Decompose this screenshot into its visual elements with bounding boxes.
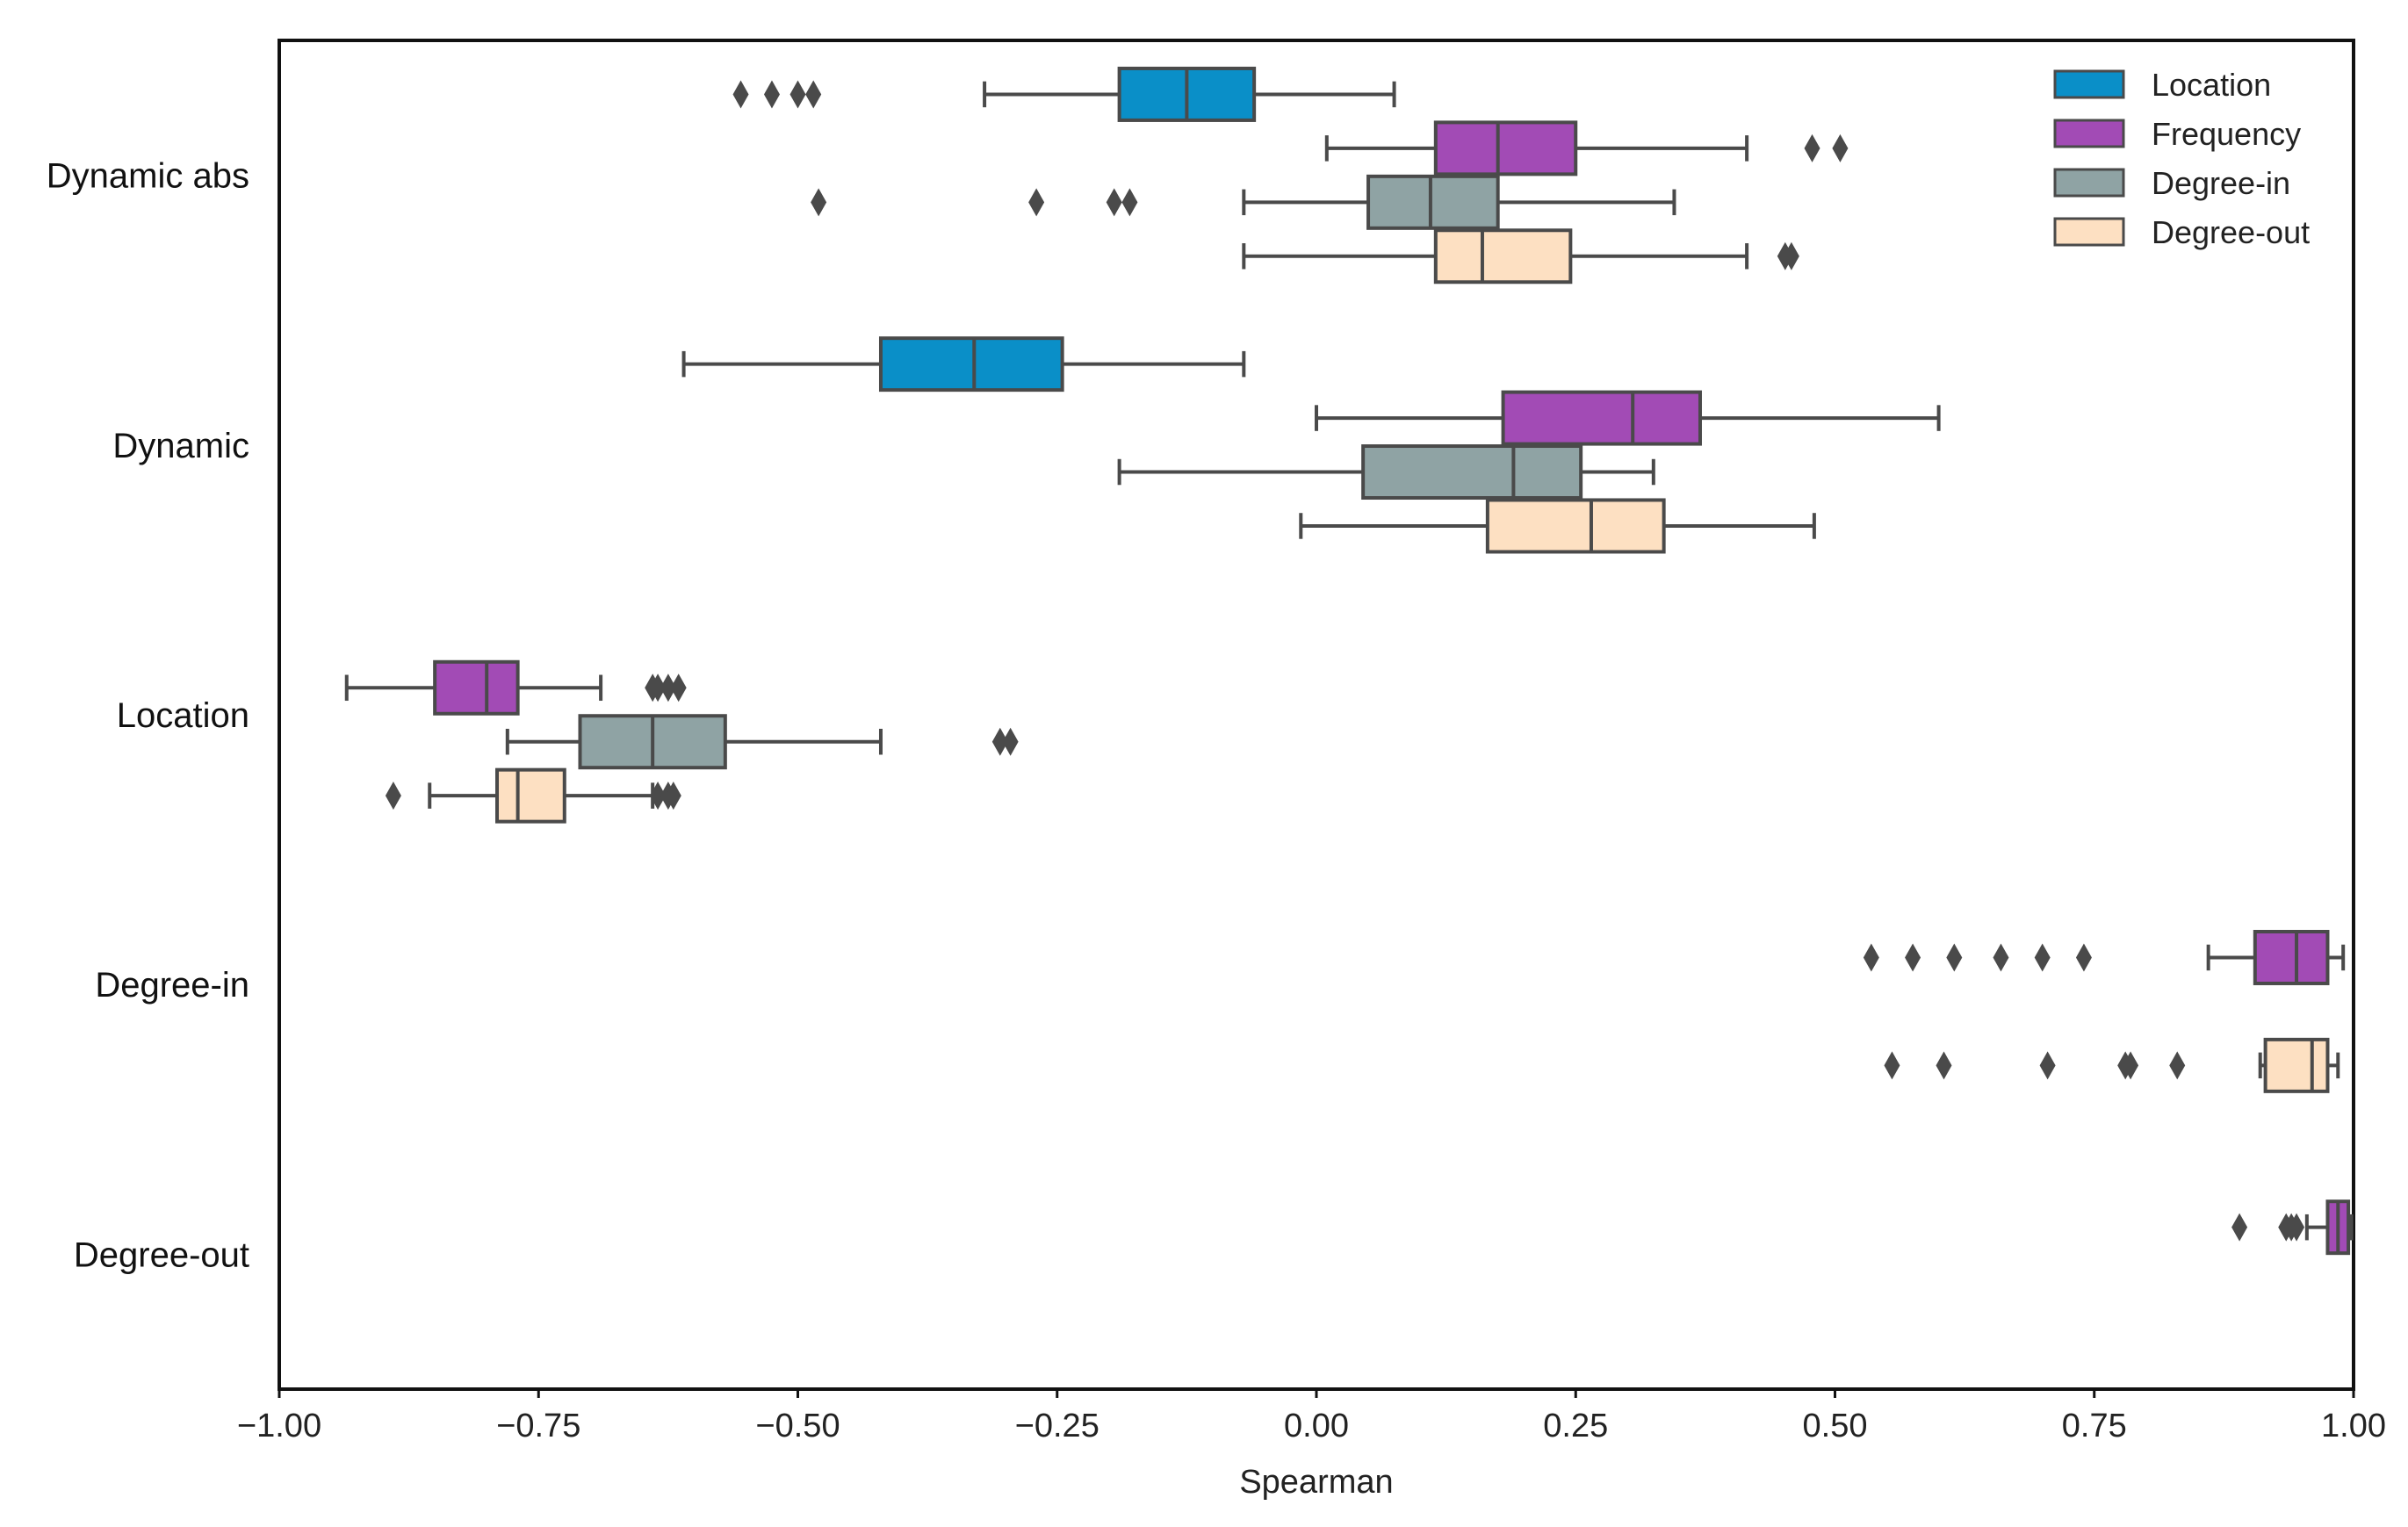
category-label: Location [117, 696, 249, 735]
outlier-point [732, 80, 749, 109]
x-tick-label: 1.00 [2321, 1408, 2386, 1444]
box-iqr [495, 767, 566, 824]
outlier-point [670, 673, 687, 702]
box-iqr [2263, 1037, 2330, 1093]
outlier-point [1804, 133, 1820, 162]
legend-swatch-location [2053, 69, 2125, 99]
legend-swatch-degree-out [2053, 217, 2125, 247]
box-iqr [2253, 929, 2330, 985]
x-axis-title: Spearman [1239, 1464, 1393, 1501]
x-tick-label: −1.00 [237, 1408, 321, 1444]
legend: Location Frequency Degree-in Degree-out [2036, 54, 2341, 265]
box-location-frequency [344, 659, 687, 716]
outlier-point [385, 782, 401, 810]
x-tick-label: 0.00 [1284, 1408, 1349, 1444]
outlier-point [1121, 188, 1138, 217]
outlier-point [763, 80, 780, 109]
y-axis-categories: Dynamic abs Dynamic Location Degree-in Degre… [47, 157, 249, 1275]
outlier-point [2169, 1051, 2186, 1080]
outlier-point [2289, 1213, 2305, 1242]
box-dynamic-location [681, 336, 1246, 393]
box-iqr [1433, 120, 1578, 176]
box-dynamic-frequency [1315, 390, 1941, 446]
legend-swatch-degree-in [2053, 168, 2125, 198]
x-tick-label: 0.25 [1543, 1408, 1608, 1444]
outlier-point [789, 80, 806, 109]
outlier-point [1783, 241, 1799, 270]
outlier-point [991, 727, 1008, 756]
outlier-point [1884, 1051, 1900, 1080]
legend-label-degree-out: Degree-out [2152, 214, 2310, 250]
box-dynamic-abs-location [732, 66, 1396, 122]
outlier-point [2123, 1051, 2139, 1080]
box-degree-in-frequency [1863, 929, 2346, 985]
x-axis-ticks: −1.00 −0.75 −0.50 −0.25 0.00 0.25 0.50 0.75 1.00 [237, 1389, 2386, 1444]
category-label: Dynamic abs [47, 157, 249, 196]
box-iqr [1433, 228, 1573, 285]
box-iqr [1361, 444, 1583, 501]
box-dynamic-abs-degree-out [1242, 228, 1799, 285]
box-iqr [433, 659, 520, 716]
legend-label-degree-in: Degree-in [2152, 165, 2290, 201]
outlier-point [2075, 943, 2092, 972]
box-dynamic-abs-frequency [1324, 120, 1849, 176]
box-dynamic-abs-degree-in [811, 174, 1676, 230]
outlier-point [1905, 943, 1921, 972]
outlier-point [660, 673, 676, 702]
box-dynamic-degree-in [1117, 444, 1655, 501]
outlier-point [1946, 943, 1963, 972]
x-tick-label: −0.25 [1015, 1408, 1099, 1444]
box-iqr [878, 336, 1064, 393]
box-degree-in-degree-out [1884, 1037, 2340, 1093]
legend-swatch-frequency [2053, 119, 2125, 148]
outlier-point [1936, 1051, 1952, 1080]
box-dynamic-degree-out [1299, 498, 1816, 554]
box-iqr [1501, 390, 1702, 446]
marks-layer [344, 66, 2354, 1256]
outlier-point [650, 782, 667, 810]
x-tick-label: 0.75 [2062, 1408, 2127, 1444]
x-tick-label: 0.50 [1803, 1408, 1868, 1444]
outlier-point [805, 80, 822, 109]
outlier-point [1028, 188, 1045, 217]
category-label: Degree-in [95, 966, 249, 1005]
legend-label-location: Location [2152, 67, 2271, 103]
box-location-degree-out [385, 767, 681, 824]
x-tick-label: −0.75 [496, 1408, 580, 1444]
box-iqr [1485, 498, 1666, 554]
outlier-point [1832, 133, 1849, 162]
outlier-point [650, 673, 667, 702]
outlier-point [1106, 188, 1122, 217]
legend-label-frequency: Frequency [2152, 116, 2301, 152]
outlier-point [811, 188, 827, 217]
box-iqr [1366, 174, 1500, 230]
outlier-point [1863, 943, 1879, 972]
outlier-point [2231, 1213, 2248, 1242]
category-label: Degree-out [74, 1235, 249, 1274]
outlier-point [665, 782, 681, 810]
x-tick-label: −0.50 [755, 1408, 840, 1444]
box-degree-out-frequency [2231, 1199, 2354, 1256]
box-location-degree-in [505, 714, 1019, 770]
outlier-point [1993, 943, 2009, 972]
outlier-point [2034, 943, 2051, 972]
outlier-point [1002, 727, 1019, 756]
category-label: Dynamic [112, 427, 249, 465]
outlier-point [2039, 1051, 2056, 1080]
